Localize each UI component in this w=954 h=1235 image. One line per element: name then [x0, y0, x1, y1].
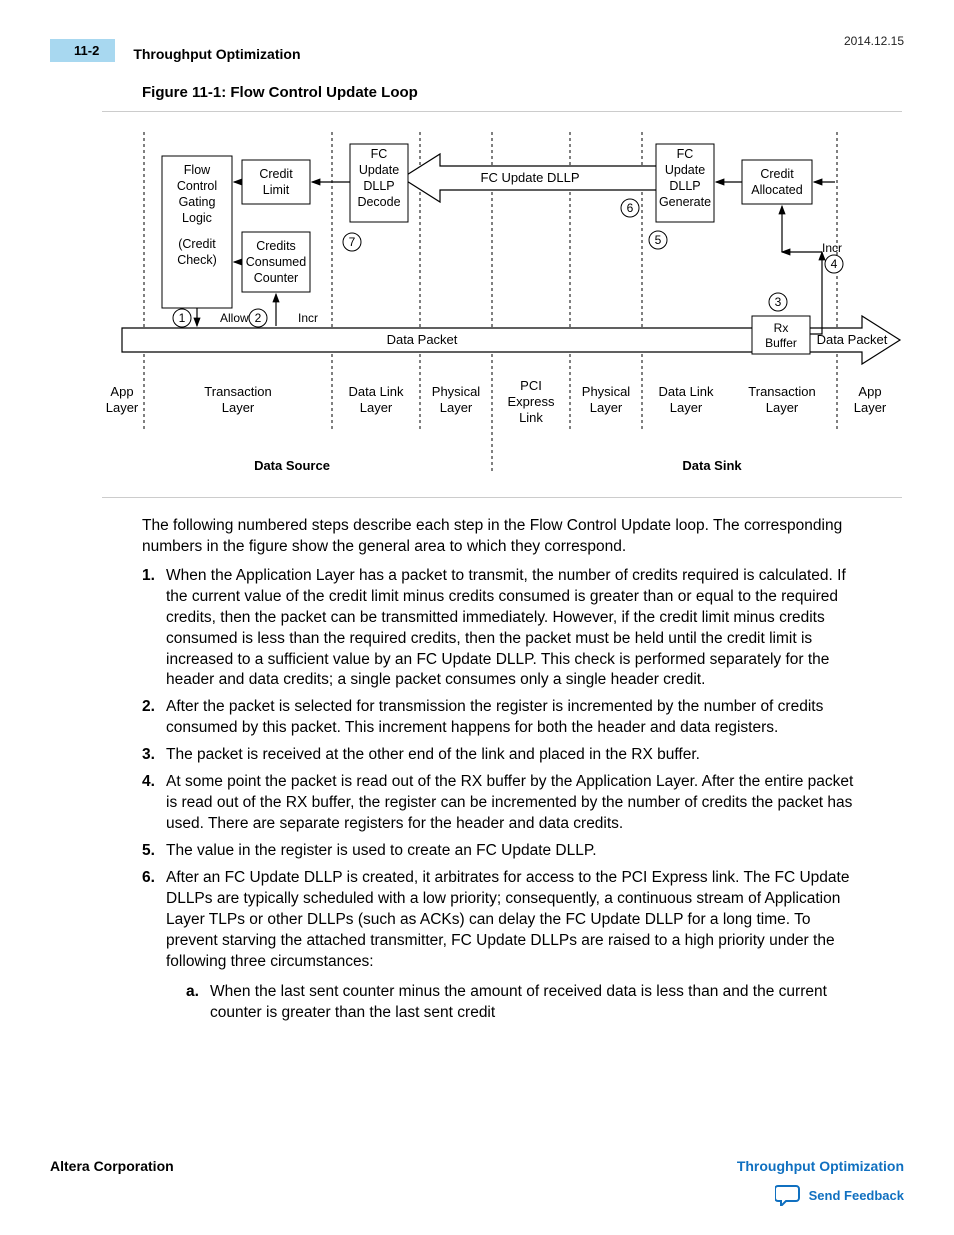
svg-text:Consumed: Consumed [246, 255, 306, 269]
section-title: Throughput Optimization [133, 46, 300, 62]
svg-text:Control: Control [177, 179, 217, 193]
svg-text:Credit: Credit [259, 167, 293, 181]
svg-text:1: 1 [179, 311, 186, 325]
svg-text:App: App [858, 384, 881, 399]
svg-text:5: 5 [655, 233, 662, 247]
svg-text:Logic: Logic [182, 211, 212, 225]
step-6a: When the last sent counter minus the amo… [210, 982, 866, 1024]
svg-text:Allow: Allow [220, 311, 249, 325]
svg-text:Physical: Physical [432, 384, 481, 399]
footer-company: Altera Corporation [50, 1158, 174, 1174]
svg-text:Layer: Layer [106, 400, 139, 415]
step-3: The packet is received at the other end … [166, 745, 866, 766]
svg-text:Flow: Flow [184, 163, 211, 177]
svg-text:Data Link: Data Link [349, 384, 404, 399]
svg-text:App: App [110, 384, 133, 399]
intro-paragraph: The following numbered steps describe ea… [142, 516, 866, 558]
svg-text:Check): Check) [177, 253, 217, 267]
svg-text:Link: Link [519, 410, 543, 425]
svg-text:Rx: Rx [774, 321, 789, 335]
step-2: After the packet is selected for transmi… [166, 697, 866, 739]
svg-text:Data Packet: Data Packet [387, 332, 458, 347]
page-date: 2014.12.15 [844, 34, 904, 62]
svg-text:Credits: Credits [256, 239, 296, 253]
svg-text:Data Packet: Data Packet [817, 332, 888, 347]
body-text: The following numbered steps describe ea… [142, 516, 866, 1028]
svg-text:2: 2 [255, 311, 262, 325]
svg-text:Gating: Gating [179, 195, 216, 209]
svg-text:Transaction: Transaction [204, 384, 271, 399]
svg-text:Layer: Layer [360, 400, 393, 415]
svg-text:Data Sink: Data Sink [682, 458, 742, 473]
page-number-badge: 11-2 [50, 39, 115, 62]
svg-text:Allocated: Allocated [751, 183, 802, 197]
svg-text:4: 4 [831, 257, 838, 271]
svg-text:Layer: Layer [766, 400, 799, 415]
svg-text:Generate: Generate [659, 195, 711, 209]
svg-text:Counter: Counter [254, 271, 298, 285]
svg-text:3: 3 [775, 295, 782, 309]
step-6: After an FC Update DLLP is created, it a… [166, 869, 849, 970]
step-1: When the Application Layer has a packet … [166, 566, 866, 692]
svg-text:Incr: Incr [298, 311, 318, 325]
svg-text:FC Update DLLP: FC Update DLLP [481, 170, 580, 185]
svg-text:Decode: Decode [357, 195, 400, 209]
svg-text:6: 6 [627, 201, 634, 215]
figure-diagram: Data Packet Data Packet FC Update DLLP [102, 111, 902, 498]
step-5: The value in the register is used to cre… [166, 841, 866, 862]
svg-text:FC: FC [371, 147, 388, 161]
svg-text:Layer: Layer [222, 400, 255, 415]
svg-text:Layer: Layer [670, 400, 703, 415]
svg-text:Physical: Physical [582, 384, 631, 399]
footer-section-link[interactable]: Throughput Optimization [737, 1158, 904, 1174]
step-4: At some point the packet is read out of … [166, 772, 866, 835]
svg-text:7: 7 [349, 235, 356, 249]
svg-text:Buffer: Buffer [765, 336, 797, 350]
svg-text:DLLP: DLLP [363, 179, 394, 193]
svg-text:Transaction: Transaction [748, 384, 815, 399]
svg-text:Update: Update [359, 163, 399, 177]
svg-text:Layer: Layer [590, 400, 623, 415]
svg-text:FC: FC [677, 147, 694, 161]
svg-text:Data Source: Data Source [254, 458, 330, 473]
svg-text:Layer: Layer [854, 400, 887, 415]
svg-text:Data Link: Data Link [659, 384, 714, 399]
svg-text:Layer: Layer [440, 400, 473, 415]
svg-text:(Credit: (Credit [178, 237, 216, 251]
svg-text:Update: Update [665, 163, 705, 177]
send-feedback-link[interactable]: Send Feedback [809, 1188, 904, 1203]
svg-text:Credit: Credit [760, 167, 794, 181]
svg-text:DLLP: DLLP [669, 179, 700, 193]
svg-text:PCI: PCI [520, 378, 542, 393]
figure-title: Figure 11-1: Flow Control Update Loop [142, 84, 904, 101]
svg-text:Incr: Incr [822, 241, 842, 255]
svg-text:Express: Express [508, 394, 555, 409]
feedback-icon[interactable] [775, 1184, 801, 1206]
svg-text:Limit: Limit [263, 183, 290, 197]
